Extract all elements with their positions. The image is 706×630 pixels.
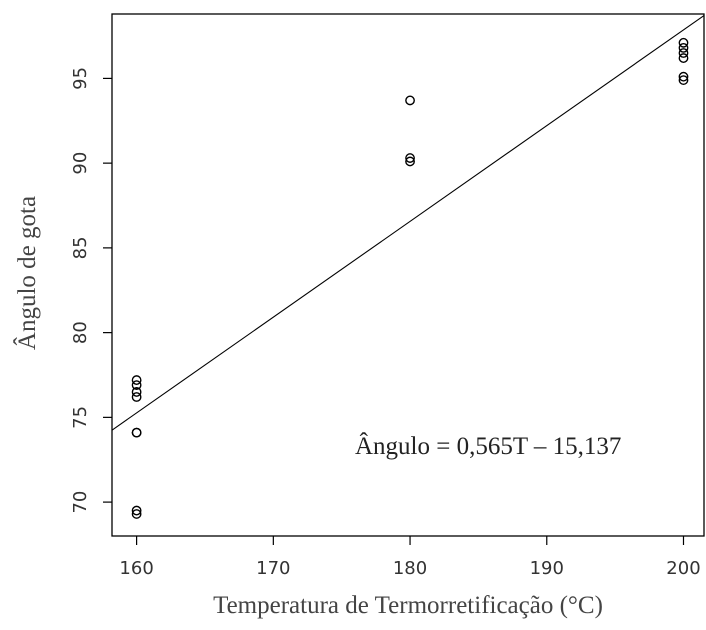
x-tick-label: 180: [393, 558, 427, 579]
data-points: [131, 37, 689, 519]
data-point: [405, 156, 415, 167]
y-tick-label: 90: [70, 152, 91, 175]
x-axis: 160 170 180 190 200: [119, 536, 701, 579]
y-axis-title: Ângulo de gota: [13, 196, 41, 350]
y-tick-label: 95: [70, 67, 91, 90]
data-point: [678, 71, 689, 82]
data-point: [131, 392, 142, 402]
data-point: [678, 42, 689, 53]
x-tick-label: 160: [119, 558, 153, 579]
x-tick-label: 170: [256, 558, 290, 579]
y-tick-label: 80: [70, 321, 91, 344]
data-point: [131, 509, 142, 519]
data-point: [131, 375, 142, 385]
data-point: [405, 95, 415, 106]
regression-line-group: [111, 15, 705, 431]
data-point: [678, 37, 689, 48]
data-point: [678, 48, 689, 58]
data-point: [131, 505, 142, 516]
x-axis-title: Temperatura de Termorretificação (°C): [213, 592, 603, 619]
x-tick-label: 200: [666, 558, 700, 579]
annotation-equation: Ângulo = 0,565T – 15,137: [355, 432, 621, 460]
data-point: [678, 53, 689, 63]
data-point: [131, 387, 142, 397]
data-point: [405, 153, 415, 163]
regression-line: [111, 15, 705, 431]
y-axis: 70 75 80 85 90 95: [70, 67, 112, 514]
y-tick-label: 85: [70, 236, 91, 259]
data-point: [678, 75, 689, 85]
y-tick-label: 75: [70, 406, 91, 429]
plot-frame: [111, 13, 705, 537]
y-tick-label: 70: [70, 491, 91, 514]
data-point: [131, 380, 142, 391]
data-point: [131, 427, 142, 438]
x-tick-label: 190: [530, 558, 564, 579]
